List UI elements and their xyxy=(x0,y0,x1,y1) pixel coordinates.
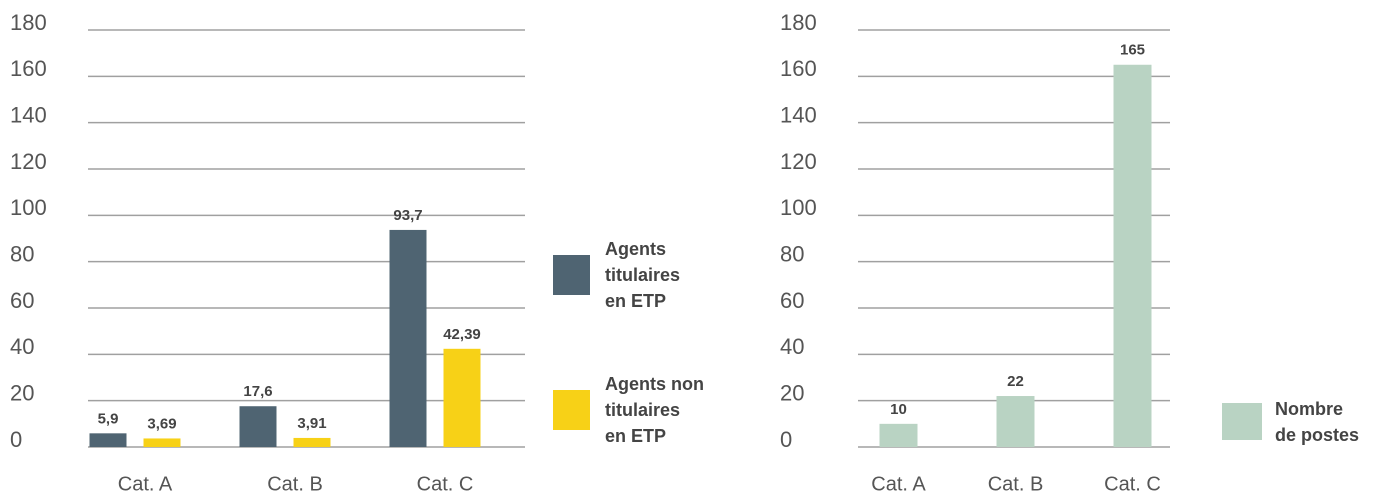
x-tick-label: Cat. C xyxy=(1104,473,1161,495)
y-tick-label: 140 xyxy=(10,102,47,127)
bar xyxy=(389,229,427,447)
y-tick-label: 20 xyxy=(780,380,804,405)
x-tick-label: Cat. A xyxy=(871,473,926,495)
value-label: 3,69 xyxy=(147,415,176,432)
y-tick-label: 180 xyxy=(10,10,47,35)
legend-label: Agents non titulaires en ETP xyxy=(605,374,704,446)
y-tick-label: 20 xyxy=(10,380,34,405)
x-tick-label: Cat. B xyxy=(267,473,323,495)
y-tick-label: 60 xyxy=(10,288,34,313)
bar xyxy=(1113,64,1152,447)
value-label: 3,91 xyxy=(297,415,326,432)
bar xyxy=(293,437,331,447)
y-tick-label: 80 xyxy=(10,241,34,266)
y-tick-label: 80 xyxy=(780,241,804,266)
y-tick-label: 40 xyxy=(780,334,804,359)
legend-label: Agents titulaires en ETP xyxy=(605,239,681,311)
y-tick-label: 0 xyxy=(10,427,22,452)
y-tick-label: 100 xyxy=(10,195,47,220)
legend-swatch xyxy=(1222,403,1262,440)
value-label: 22 xyxy=(1007,373,1024,390)
bar xyxy=(996,396,1035,447)
value-label: 10 xyxy=(890,401,907,418)
bar xyxy=(879,423,918,447)
y-tick-label: 120 xyxy=(780,149,817,174)
y-tick-label: 40 xyxy=(10,334,34,359)
bar xyxy=(239,406,277,447)
bar xyxy=(89,433,127,447)
bar xyxy=(443,348,481,447)
x-tick-label: Cat. B xyxy=(988,473,1044,495)
value-label: 17,6 xyxy=(243,383,272,400)
y-tick-label: 120 xyxy=(10,149,47,174)
y-tick-label: 140 xyxy=(780,102,817,127)
value-label: 5,9 xyxy=(98,410,119,427)
legend-swatch xyxy=(553,390,590,430)
y-tick-label: 160 xyxy=(10,56,47,81)
y-tick-label: 0 xyxy=(780,427,792,452)
x-tick-label: Cat. C xyxy=(417,473,474,495)
bar xyxy=(143,438,181,447)
y-tick-label: 180 xyxy=(780,10,817,35)
y-tick-label: 60 xyxy=(780,288,804,313)
y-tick-label: 100 xyxy=(780,195,817,220)
legend-label: Nombre de postes xyxy=(1275,398,1360,445)
y-tick-label: 160 xyxy=(780,56,817,81)
x-tick-label: Cat. A xyxy=(118,473,173,495)
value-label: 165 xyxy=(1120,42,1145,59)
value-label: 93,7 xyxy=(393,207,422,224)
value-label: 42,39 xyxy=(443,326,481,343)
legend-swatch xyxy=(553,255,590,295)
